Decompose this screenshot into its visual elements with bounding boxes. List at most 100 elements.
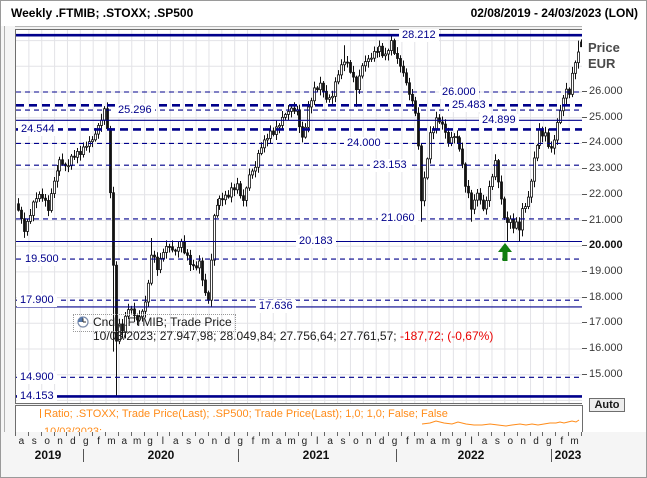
price-tick-mark <box>582 91 587 92</box>
ratio-legend[interactable]: Ratio; .STOXX; Trade Price(Last); .SP500… <box>44 408 448 420</box>
month-tick <box>66 432 68 436</box>
month-tick <box>349 432 351 436</box>
candle-body <box>79 151 82 155</box>
year-separator <box>238 449 239 462</box>
candle-body <box>559 110 562 123</box>
candle-body <box>376 51 379 53</box>
candle-body <box>447 131 450 144</box>
candle-body <box>266 138 269 141</box>
candle-body <box>44 197 47 201</box>
month-tick <box>581 432 582 436</box>
level-label-25.296[interactable]: 25.296 <box>115 103 155 117</box>
candle-body <box>393 40 396 54</box>
candle-body <box>100 119 103 126</box>
year-separator <box>551 449 552 462</box>
price-tick-label: 25.000 <box>589 110 623 123</box>
candle-body <box>159 257 162 271</box>
candle-body <box>574 62 577 74</box>
candle-body <box>414 100 417 114</box>
month-label: s <box>31 436 37 447</box>
price-tick-label: 24.000 <box>589 136 623 149</box>
candle-body <box>115 264 118 342</box>
month-tick <box>285 432 287 436</box>
candle-body <box>527 196 530 207</box>
candle-body <box>218 198 221 206</box>
level-label-19.500[interactable]: 19.500 <box>22 252 62 266</box>
candle-body <box>352 71 355 78</box>
candle-body <box>41 193 44 199</box>
month-label: m <box>133 436 142 447</box>
candle-body <box>281 116 284 126</box>
price-tick-label: 21.000 <box>589 213 623 226</box>
candle-body <box>106 108 109 129</box>
level-label-20.183[interactable]: 20.183 <box>296 234 336 248</box>
candle-body <box>340 64 343 76</box>
month-label: a <box>481 436 488 447</box>
candle-body <box>518 221 521 231</box>
month-label: a <box>327 436 333 447</box>
level-label-26.000[interactable]: 26.000 <box>439 85 479 99</box>
month-label: g <box>456 436 462 447</box>
candle-body <box>35 198 38 203</box>
candle-body <box>278 125 281 128</box>
candle-body <box>470 192 473 210</box>
month-label: a <box>18 436 25 447</box>
candle-body <box>423 177 426 202</box>
series-legend-text: Cndl; .FTMIB; Trade Price <box>93 315 232 329</box>
month-tick <box>426 432 428 436</box>
month-tick <box>375 432 377 436</box>
month-label: o <box>507 436 514 447</box>
level-label-17.900[interactable]: 17.900 <box>17 293 57 307</box>
candle-body <box>61 159 64 165</box>
month-label: m <box>107 436 116 447</box>
candle-body <box>50 193 53 211</box>
level-label-28.212[interactable]: 28.212 <box>399 28 439 42</box>
auto-scale-button[interactable]: Auto <box>589 398 625 412</box>
month-tick <box>233 432 235 436</box>
level-label-24.544[interactable]: 24.544 <box>18 122 58 136</box>
month-tick <box>92 432 94 436</box>
candle-body <box>556 122 559 141</box>
level-label-21.060[interactable]: 21.060 <box>378 212 418 226</box>
month-tick <box>439 432 441 436</box>
candle-body <box>553 139 556 149</box>
candle-body <box>536 144 539 159</box>
month-label: n <box>211 436 218 447</box>
month-tick <box>220 432 222 436</box>
chart-canvas[interactable] <box>16 30 582 403</box>
month-label: d <box>70 436 76 447</box>
candle-body <box>378 45 381 52</box>
level-label-24.899[interactable]: 24.899 <box>479 113 519 127</box>
candle-body <box>204 279 207 294</box>
price-axis[interactable]: 26.000 25.000 24.000 23.000 22.000 21.000 20.0… <box>582 26 646 432</box>
candle-body <box>453 136 456 138</box>
level-label-14.900[interactable]: 14.900 <box>17 370 57 384</box>
level-label-23.153[interactable]: 23.153 <box>370 158 410 172</box>
month-tick <box>246 432 248 436</box>
month-tick <box>452 432 454 436</box>
month-label: a <box>430 436 436 447</box>
level-label-24.000[interactable]: 24.000 <box>344 136 384 150</box>
level-label-25.483[interactable]: 25.483 <box>449 98 489 112</box>
quote-legend[interactable]: 10/03/2023; 27.947,98; 28.049,84; 27.756… <box>93 329 493 343</box>
candle-body <box>168 246 171 248</box>
series-legend[interactable]: Cndl; .FTMIB; Trade Price <box>73 314 236 332</box>
candle-body <box>524 206 527 209</box>
ratio-subchart[interactable]: Ratio; .STOXX; Trade Price(Last); .SP500… <box>15 405 583 434</box>
candle-body <box>147 282 150 303</box>
level-label-17.636[interactable]: 17.636 <box>256 300 296 314</box>
green-up-arrow-icon[interactable] <box>498 243 512 261</box>
candle-body <box>307 106 310 128</box>
candle-body <box>221 198 224 201</box>
panel-divider <box>4 26 5 463</box>
month-label: f <box>97 436 100 447</box>
candle-body <box>230 187 233 198</box>
candle-body <box>355 76 358 91</box>
month-tick <box>516 432 518 436</box>
month-label: l <box>161 436 165 447</box>
candle-body <box>121 323 124 333</box>
candle-body <box>189 254 192 265</box>
level-label-14.153[interactable]: 14.153 <box>17 389 57 403</box>
candlestick-chart[interactable]: 28.212 26.000 25.483 25.296 24.899 24.544 24.0… <box>15 28 583 404</box>
